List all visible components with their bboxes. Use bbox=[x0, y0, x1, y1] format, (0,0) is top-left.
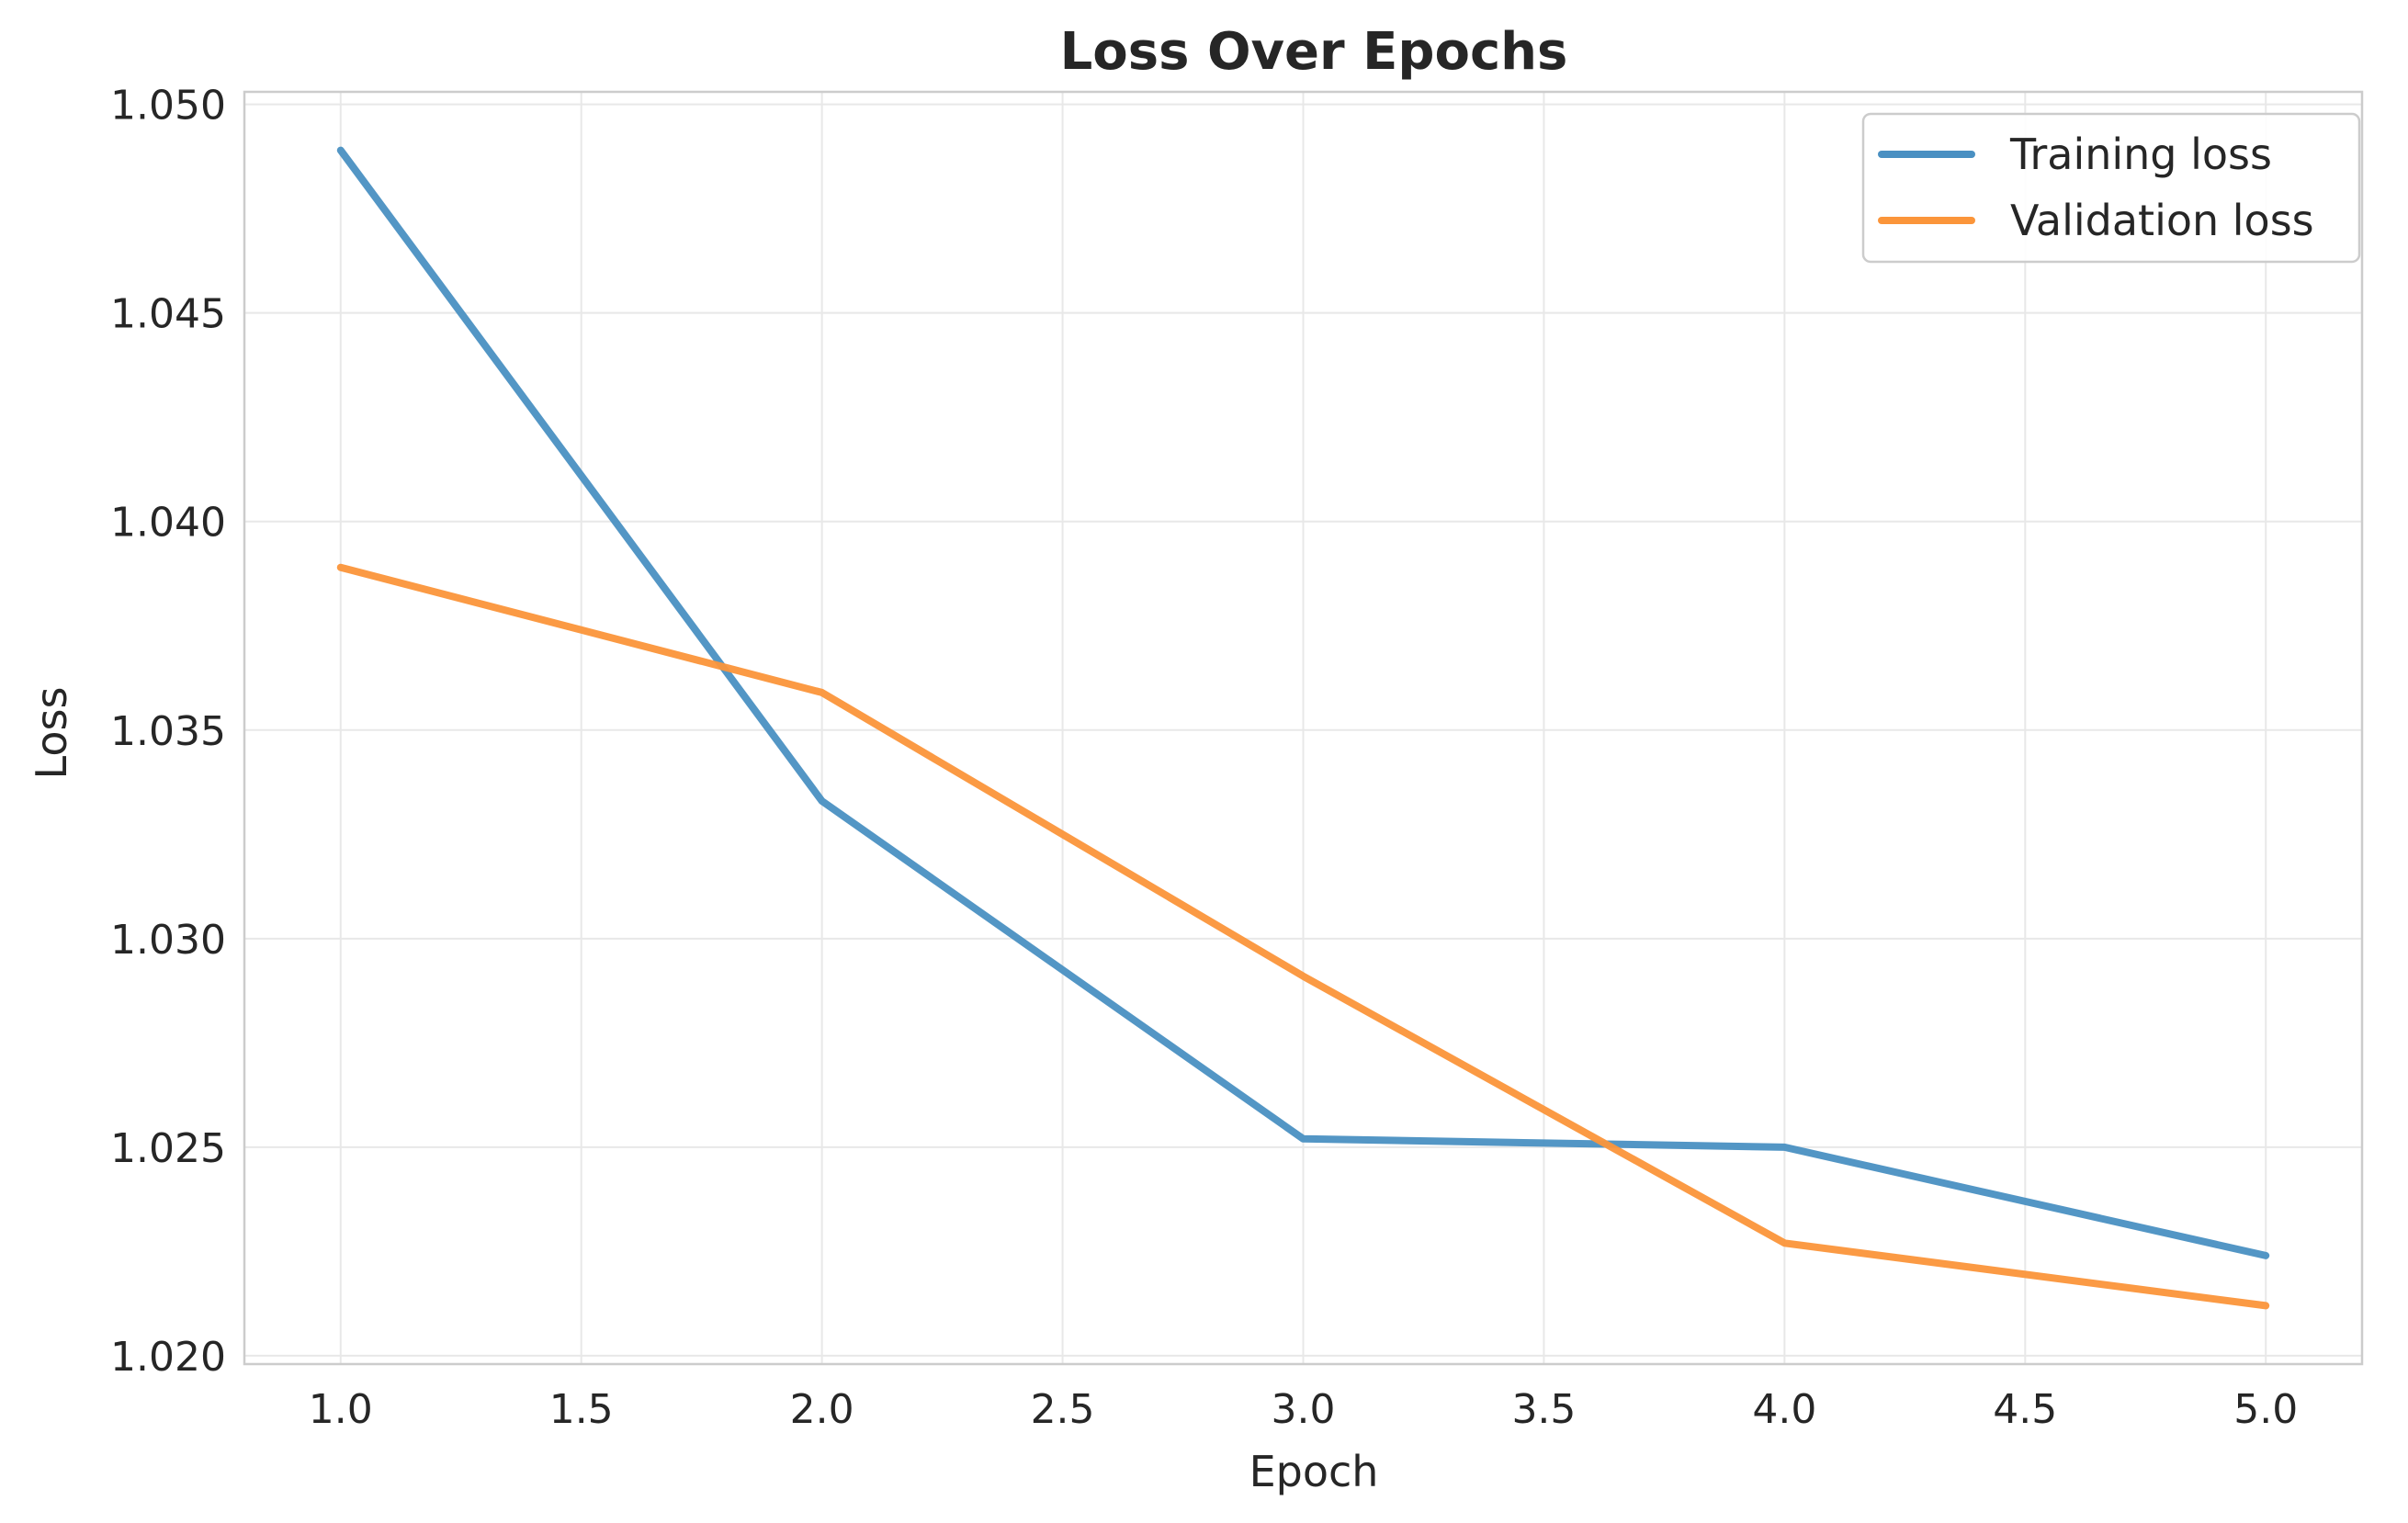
grid bbox=[244, 92, 2362, 1364]
x-axis-ticks: 1.0 1.5 2.0 2.5 3.0 3.5 4.0 4.5 5.0 bbox=[309, 1386, 2298, 1433]
chart-title: Loss Over Epochs bbox=[1060, 22, 1568, 82]
series-line-training-loss bbox=[336, 146, 2270, 1259]
x-tick-label: 3.0 bbox=[1272, 1386, 1336, 1433]
x-tick-label: 1.0 bbox=[309, 1386, 373, 1433]
series-layer bbox=[336, 146, 2270, 1310]
legend: Training loss Validation loss bbox=[1861, 112, 2361, 264]
x-tick-label: 4.5 bbox=[1993, 1386, 2057, 1433]
y-tick-label: 1.025 bbox=[110, 1125, 226, 1172]
legend-box bbox=[1861, 112, 2361, 264]
x-tick-label: 2.0 bbox=[790, 1386, 854, 1433]
x-tick-label: 5.0 bbox=[2233, 1386, 2298, 1433]
y-axis-title: Loss bbox=[27, 687, 76, 780]
y-tick-label: 1.035 bbox=[110, 708, 226, 755]
x-tick-label: 4.0 bbox=[1752, 1386, 1816, 1433]
x-tick-label: 2.5 bbox=[1031, 1386, 1095, 1433]
y-tick-label: 1.020 bbox=[110, 1334, 226, 1381]
legend-label-training-loss: Training loss bbox=[2009, 130, 2272, 179]
y-axis-ticks: 1.020 1.025 1.030 1.035 1.040 1.045 1.050 bbox=[110, 83, 226, 1381]
y-tick-label: 1.050 bbox=[110, 83, 226, 130]
legend-label-validation-loss: Validation loss bbox=[2010, 196, 2314, 245]
y-tick-label: 1.030 bbox=[110, 917, 226, 964]
series-line-validation-loss bbox=[336, 563, 2270, 1310]
x-axis-title: Epoch bbox=[1249, 1447, 1379, 1496]
y-tick-label: 1.045 bbox=[110, 291, 226, 338]
x-tick-label: 3.5 bbox=[1511, 1386, 1576, 1433]
plot-frame bbox=[243, 90, 2364, 1366]
y-tick-label: 1.040 bbox=[110, 500, 226, 547]
x-tick-label: 1.5 bbox=[549, 1386, 614, 1433]
